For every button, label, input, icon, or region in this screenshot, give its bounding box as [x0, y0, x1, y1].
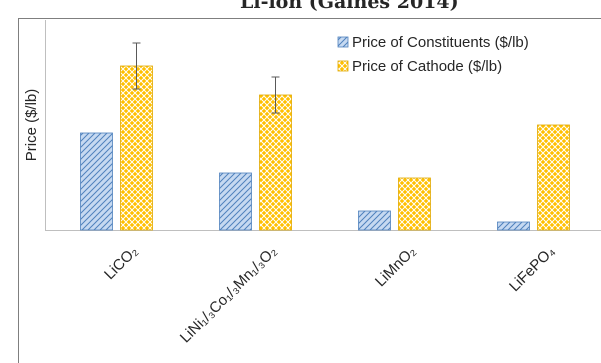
legend-label: Price of Constituents ($/lb) — [352, 34, 529, 51]
bar — [497, 221, 530, 231]
bar — [80, 132, 113, 231]
bar — [120, 65, 153, 231]
chart-frame — [18, 18, 601, 363]
bar — [219, 172, 252, 231]
bar — [398, 177, 431, 231]
bar — [259, 94, 292, 231]
chart-title: Li-ion (Gaines 2014) — [240, 0, 459, 13]
legend-swatch — [337, 60, 349, 72]
bar — [358, 210, 391, 231]
legend-swatch — [337, 36, 349, 48]
bar — [537, 124, 570, 231]
legend-label: Price of Cathode ($/lb) — [352, 58, 502, 75]
y-axis-label: Price ($/lb) — [23, 89, 40, 162]
